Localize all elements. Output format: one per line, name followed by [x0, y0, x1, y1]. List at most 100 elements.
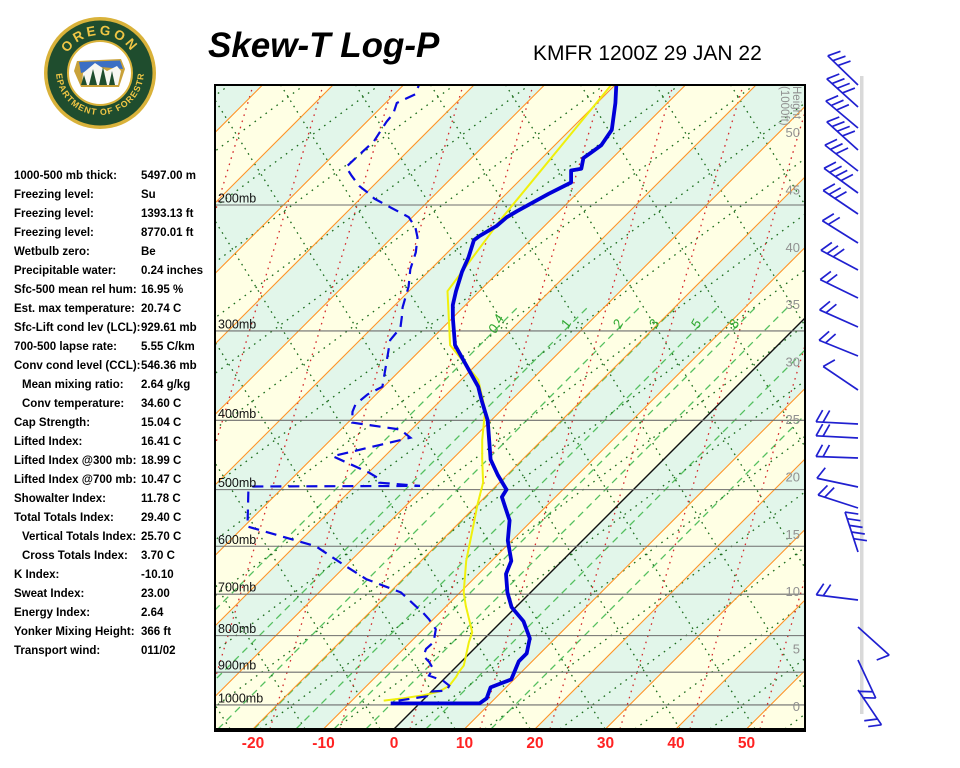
- wind-barb: [825, 94, 859, 129]
- dry-adiabat-line: [505, 85, 805, 569]
- mixing-ratio-line: [333, 304, 759, 729]
- pressure-label: 300mb: [218, 317, 256, 331]
- stat-value: 10.47 C: [141, 474, 182, 486]
- mixing-ratio-line: [215, 304, 591, 681]
- stat-value: 011/02: [141, 645, 176, 657]
- height-tick-label: 20: [786, 469, 800, 484]
- wind-barb: [823, 161, 859, 194]
- stat-row: Lifted Index: 16.41 C: [0, 433, 215, 452]
- wind-barb-staff: [826, 78, 859, 108]
- dry-adiabat-line: [806, 85, 960, 729]
- wind-barb-staff: [817, 494, 859, 509]
- wind-barb-staff: [821, 220, 859, 244]
- stat-value: 16.95 %: [141, 284, 184, 296]
- wind-barb-tick: [831, 77, 845, 85]
- wind-barb-staff: [818, 339, 859, 357]
- wind-barb-column: [815, 50, 890, 728]
- wind-barb-tick: [827, 50, 841, 57]
- stat-label: Lifted Index @700 mb:: [14, 474, 137, 486]
- dry-adiabat-line: [580, 85, 805, 448]
- wind-barb-staff: [857, 626, 890, 656]
- stat-label: Vertical Totals Index:: [22, 531, 137, 543]
- wind-barb-staff: [823, 167, 859, 194]
- odf-logo: OREGON DEPARTMENT OF FORESTRY: [41, 11, 156, 129]
- mixing-ratio-line: [365, 304, 791, 729]
- stat-label: Est. max temperature:: [14, 303, 135, 315]
- stat-label: Conv temperature:: [22, 398, 125, 410]
- height-tick-label: 15: [786, 527, 800, 542]
- isotherm-line: [0, 85, 192, 729]
- isotherm-line: [215, 85, 334, 204]
- wind-barb: [817, 484, 859, 509]
- height-axis-caption: (1000ft): [778, 86, 790, 126]
- wind-barb: [826, 73, 859, 108]
- stat-row: Precipitable water: 0.24 inches: [0, 262, 215, 281]
- wind-barb-tick: [826, 73, 840, 80]
- stat-row: Energy Index: 2.64: [0, 604, 215, 623]
- mixing-ratio-line: [425, 349, 805, 729]
- adiabat-dotted-line: [215, 85, 230, 97]
- isotherm-line: [215, 85, 545, 416]
- stat-value: 16.41 C: [141, 436, 182, 448]
- isotherm-line: [817, 85, 960, 729]
- stat-row: Vertical Totals Index: 25.70 C: [0, 528, 215, 547]
- pressure-label: 800mb: [218, 622, 256, 636]
- height-tick-label: 40: [786, 240, 800, 255]
- stat-row: Yonker Mixing Height: 366 ft: [0, 623, 215, 642]
- wind-barb-tick: [825, 94, 839, 102]
- wind-barb-tick: [822, 424, 831, 437]
- wind-barb-tick: [815, 423, 824, 437]
- stat-value: Be: [141, 246, 156, 258]
- wind-barb-tick: [836, 125, 850, 133]
- wind-barb: [844, 511, 868, 553]
- height-tick-label: 30: [786, 355, 800, 370]
- isotherm-line: [888, 85, 960, 729]
- stat-row: Showalter Index: 11.78 C: [0, 490, 215, 509]
- wind-barb: [815, 583, 859, 601]
- wind-barb-tick: [832, 248, 845, 258]
- wind-barb-tick: [821, 213, 835, 222]
- pressure-label: 700mb: [218, 581, 256, 595]
- wind-barb-tick: [829, 165, 842, 174]
- dry-adiabat-line: [215, 219, 531, 729]
- wind-barb-tick: [816, 467, 826, 479]
- wind-barb-staff: [816, 594, 859, 601]
- wind-barb-tick: [822, 584, 832, 597]
- stat-label: Conv cond level (CCL):: [14, 360, 141, 372]
- stat-value: 929.61 mb: [141, 322, 197, 334]
- wind-barb-tick: [826, 273, 838, 284]
- zero-isotherm-line: [393, 317, 805, 729]
- dry-adiabat-line: [430, 85, 805, 690]
- mixing-ratio-line: [253, 304, 679, 729]
- wind-barb-tick: [842, 130, 856, 137]
- stat-row: Conv cond level (CCL): 546.36 mb: [0, 357, 215, 376]
- stat-value: 8770.01 ft: [141, 227, 194, 239]
- wind-barb-staff: [827, 55, 859, 86]
- wind-barb-tick: [849, 524, 863, 529]
- mixing-ratio-line: [490, 414, 805, 729]
- wind-barb: [819, 270, 859, 299]
- stat-value: 11.78 C: [141, 493, 181, 505]
- temp-tick-label: 10: [456, 735, 473, 752]
- height-axis-caption: Height: [790, 86, 802, 120]
- stat-label: Cross Totals Index:: [22, 550, 128, 562]
- stat-row: Sfc-500 mean rel hum: 16.95 %: [0, 281, 215, 300]
- wind-barb: [815, 409, 859, 425]
- wind-barb: [857, 659, 877, 699]
- wind-barb-tick: [828, 187, 842, 196]
- stat-value: 18.99 C: [141, 455, 182, 467]
- isotherm-line: [464, 387, 805, 729]
- stat-label: Mean mixing ratio:: [22, 379, 124, 391]
- wind-barb-staff: [822, 189, 859, 215]
- wind-barb-tick: [825, 303, 837, 314]
- wind-barb-staff: [819, 278, 859, 299]
- page-title: Skew-T Log-P: [208, 26, 440, 65]
- wind-barb: [820, 241, 859, 271]
- stat-row: Freezing level: Su: [0, 186, 215, 205]
- height-tick-label: 0: [793, 699, 800, 714]
- wind-barb-tick: [822, 359, 836, 368]
- wind-barb-staff: [822, 365, 859, 391]
- wind-barb: [818, 330, 859, 357]
- stat-label: Freezing level:: [14, 189, 94, 201]
